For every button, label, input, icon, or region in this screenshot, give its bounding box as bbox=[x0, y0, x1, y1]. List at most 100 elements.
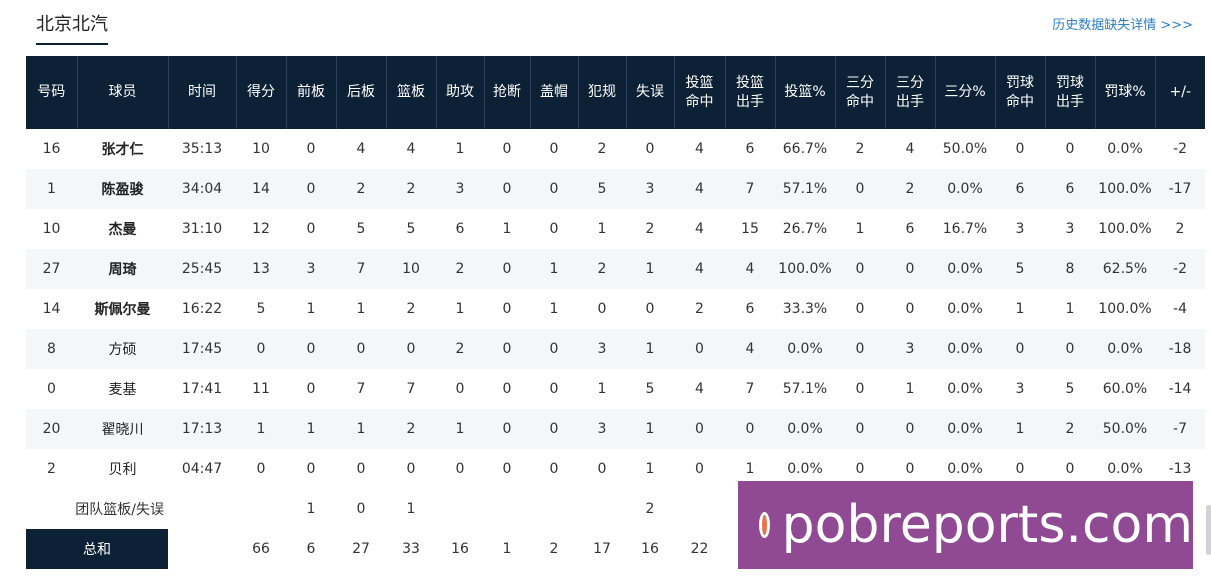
stat-cell: 0 bbox=[597, 461, 607, 477]
column-header: 罚球 出手 bbox=[1045, 56, 1096, 129]
stat-cell: 0.0% bbox=[1095, 329, 1155, 369]
stat-cell: 0 bbox=[484, 409, 530, 449]
stat-cell: 1 bbox=[597, 381, 607, 397]
player-name[interactable]: 杰曼 bbox=[108, 222, 137, 238]
stat-cell: 0 bbox=[885, 409, 935, 449]
stat-cell: 25:45 bbox=[168, 249, 236, 289]
player-row: 10 杰曼 31:10 12 0 5 5 6 1 0 1 2 4 15 26.7% 1 6 16.7% 3 3 100.… bbox=[26, 209, 1205, 249]
stat-cell: 1 bbox=[306, 501, 316, 517]
stat-cell: 16:22 bbox=[181, 301, 223, 317]
stat-cell: 0 bbox=[484, 329, 530, 369]
stat-cell: 0 bbox=[995, 329, 1045, 369]
stat-cell: 0.0% bbox=[787, 461, 823, 477]
stat-cell: 66 bbox=[252, 541, 270, 557]
stat-cell: 0 bbox=[306, 381, 316, 397]
stat-cell: 0.0% bbox=[935, 169, 995, 209]
player-name[interactable]: 周琦 bbox=[77, 249, 168, 289]
stat-cell: 0 bbox=[336, 329, 386, 369]
watermark-overlay: pobreports.com bbox=[738, 481, 1193, 569]
stat-cell: 26.7% bbox=[782, 221, 828, 237]
stat-cell: 27 bbox=[352, 541, 370, 557]
column-header: 时间 bbox=[168, 56, 237, 129]
stat-cell: 1 bbox=[626, 249, 674, 289]
stat-cell: 34:04 bbox=[168, 169, 236, 209]
stat-cell: 6 bbox=[745, 301, 755, 317]
stat-cell: 2 bbox=[336, 169, 386, 209]
column-header: 罚球 命中 bbox=[995, 56, 1046, 129]
stat-cell: 0 bbox=[484, 169, 530, 209]
stat-cell: 0 bbox=[835, 409, 885, 449]
stat-cell: 0 bbox=[725, 409, 775, 449]
stat-cell: 16 bbox=[42, 141, 61, 157]
stat-cell: 0 bbox=[236, 329, 286, 369]
column-header: 前板 bbox=[286, 56, 337, 129]
stat-cell: 5 bbox=[645, 381, 655, 397]
stat-cell: 10 bbox=[386, 249, 436, 289]
stat-cell: 3 bbox=[1015, 221, 1025, 237]
column-header: 失误 bbox=[626, 56, 675, 129]
player-name[interactable]: 陈盈骏 bbox=[77, 169, 168, 209]
player-row: 27 周琦 25:45 13 3 7 10 2 0 1 2 1 4 4 100.0% 0 0 0.0% 5 8 62.5… bbox=[26, 249, 1205, 289]
player-name[interactable]: 张才仁 bbox=[101, 142, 144, 158]
stat-cell: 2 bbox=[47, 461, 56, 477]
stat-cell: 1 bbox=[26, 169, 77, 209]
watermark-dot-icon bbox=[759, 512, 770, 538]
stat-cell: 7 bbox=[356, 381, 366, 397]
stat-cell: 0 bbox=[905, 461, 915, 477]
player-name[interactable]: 斯佩尔曼 bbox=[94, 302, 151, 318]
stat-cell: 2 bbox=[885, 169, 935, 209]
stat-cell: 10 bbox=[42, 221, 61, 237]
stat-cell: 0 bbox=[286, 329, 336, 369]
column-header: 号码 bbox=[26, 56, 78, 129]
stat-cell: 0 bbox=[597, 301, 607, 317]
player-name[interactable]: 翟晓川 bbox=[77, 409, 168, 449]
stat-cell: 1 bbox=[406, 501, 416, 517]
player-name[interactable]: 贝利 bbox=[108, 462, 137, 478]
stat-cell: 6 bbox=[455, 221, 465, 237]
watermark-text: pobreports.com bbox=[781, 495, 1193, 555]
total-label: 总和 bbox=[26, 529, 168, 569]
stat-cell: 0 bbox=[1065, 141, 1075, 157]
stat-cell: 35:13 bbox=[181, 141, 223, 157]
stat-cell: 4 bbox=[674, 249, 725, 289]
stat-cell: 0 bbox=[306, 221, 316, 237]
stat-cell: 5 bbox=[1065, 381, 1075, 397]
stat-cell: 3 bbox=[578, 409, 626, 449]
stat-cell bbox=[674, 489, 725, 529]
stat-cell: 2 bbox=[406, 301, 416, 317]
player-row: 16 张才仁 35:13 10 0 4 4 1 0 0 2 0 4 6 66.7% 2 4 50.0% 0 0 0.0%… bbox=[26, 129, 1205, 169]
stat-cell: 1 bbox=[286, 409, 336, 449]
stat-cell: 3 bbox=[885, 329, 935, 369]
player-name[interactable]: 麦基 bbox=[108, 382, 137, 398]
stat-cell: -14 bbox=[1168, 381, 1192, 397]
stat-cell: 5 bbox=[578, 169, 626, 209]
stat-cell: 27 bbox=[26, 249, 77, 289]
stat-cell: 1 bbox=[745, 461, 755, 477]
stat-cell: 2 bbox=[436, 249, 484, 289]
stat-cell: 11 bbox=[252, 381, 270, 397]
stat-cell: -18 bbox=[1155, 329, 1205, 369]
stat-cell: 0 bbox=[674, 329, 725, 369]
stat-cell: 100.0% bbox=[1098, 221, 1152, 237]
stat-cell bbox=[168, 489, 236, 529]
stat-cell: 13 bbox=[236, 249, 286, 289]
stat-cell: 10 bbox=[252, 141, 270, 157]
stat-cell: 14 bbox=[236, 169, 286, 209]
column-header: 后板 bbox=[336, 56, 387, 129]
stat-cell: 20 bbox=[26, 409, 77, 449]
stat-cell: 0 bbox=[286, 169, 336, 209]
stat-cell: 0 bbox=[1015, 461, 1025, 477]
player-name[interactable]: 方硕 bbox=[77, 329, 168, 369]
stat-cell: 100.0% bbox=[1095, 169, 1155, 209]
stat-cell: 7 bbox=[745, 381, 755, 397]
stat-cell bbox=[530, 489, 578, 529]
scrollbar[interactable] bbox=[1206, 505, 1211, 555]
stat-cell: 16 bbox=[641, 541, 659, 557]
stat-cell: 0 bbox=[484, 249, 530, 289]
stat-cell: 1 bbox=[455, 141, 465, 157]
stat-cell: 1 bbox=[626, 409, 674, 449]
history-missing-data-link[interactable]: 历史数据缺失详情 >>> bbox=[1052, 18, 1193, 33]
stat-cell: 15 bbox=[741, 221, 759, 237]
stat-cell: 0.0% bbox=[947, 461, 983, 477]
stat-cell: 0 bbox=[530, 169, 578, 209]
